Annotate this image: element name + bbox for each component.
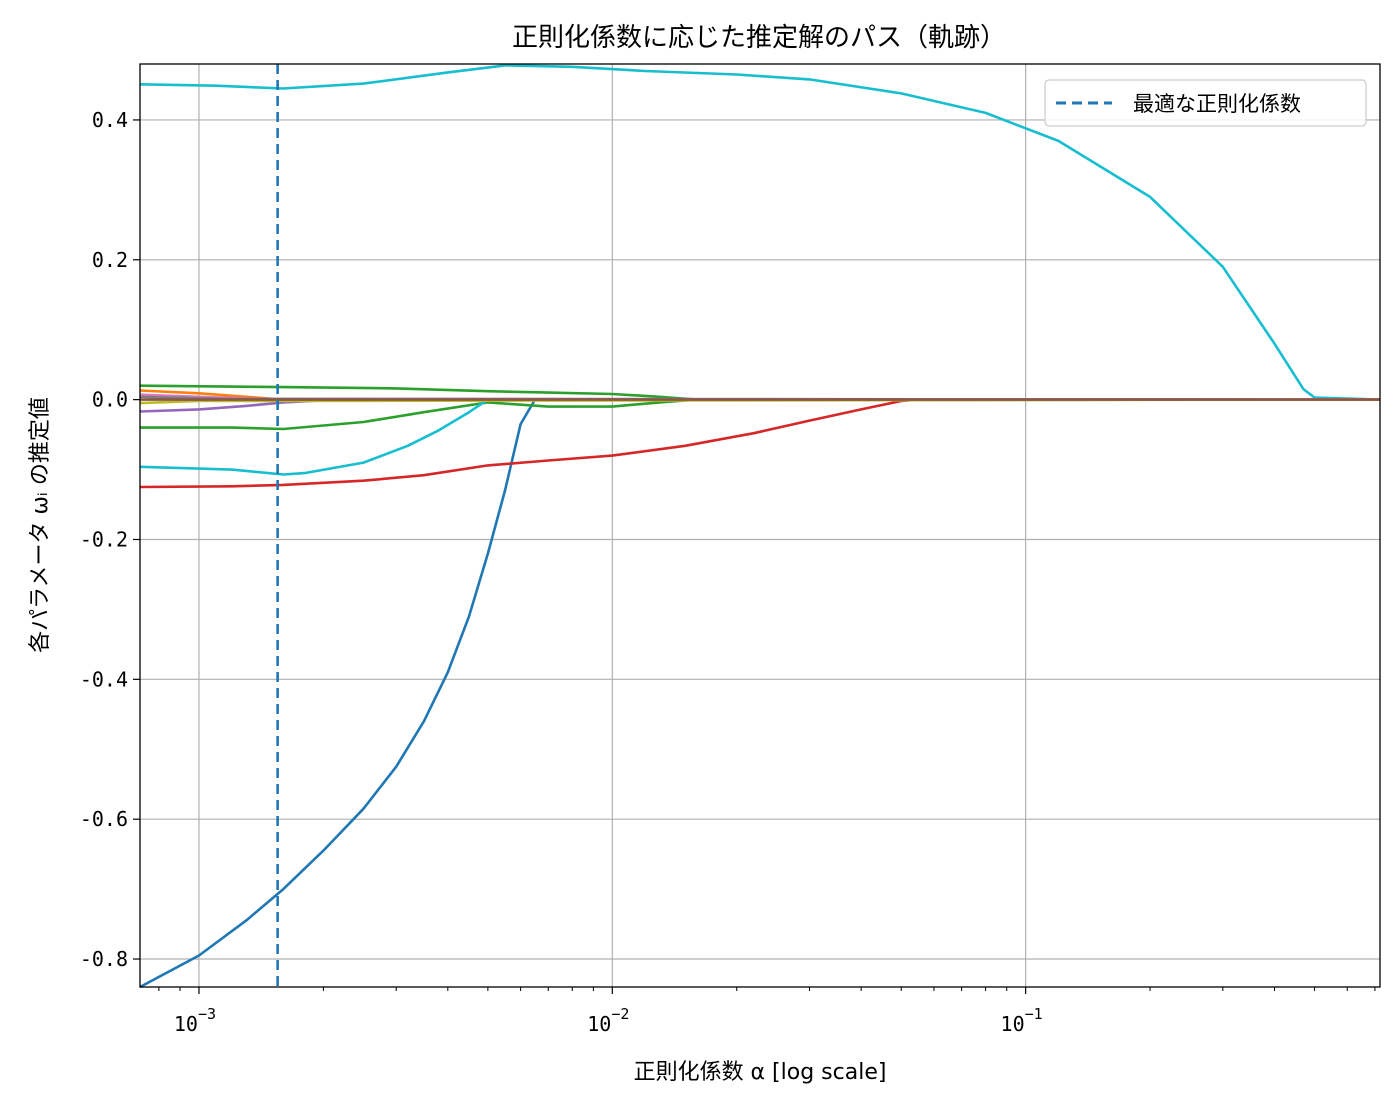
series-line-0	[139, 64, 1381, 401]
x-tick-exponent: −1	[1025, 1005, 1043, 1023]
x-tick-exponent: −2	[611, 1005, 629, 1023]
y-tick-label: -0.6	[80, 807, 128, 831]
legend-label-optimal-alpha: 最適な正則化係数	[1133, 92, 1301, 116]
y-tick-label: 0.4	[92, 108, 128, 132]
legend-box	[1044, 79, 1367, 127]
chart-title: 正則化係数に応じた推定解のパス（軌跡）	[512, 23, 1006, 53]
axis-ticks: 0.40.20.0-0.2-0.4-0.6-0.810−3 10−2 10−1	[80, 108, 1376, 1036]
y-tick-label: -0.4	[80, 667, 128, 691]
x-axis-label: 正則化係数 α [log scale]	[634, 1060, 887, 1085]
y-tick-label: 0.0	[92, 388, 128, 412]
y-tick-label: -0.8	[80, 947, 128, 971]
plot-area-frame	[139, 63, 1381, 988]
y-tick-label: -0.2	[80, 527, 128, 551]
series-line-5	[139, 398, 1380, 476]
y-tick-label: 0.2	[92, 248, 128, 272]
series-lines	[139, 64, 1381, 989]
series-line-1	[139, 398, 537, 989]
y-axis-label: 各パラメータ ωᵢ の推定値	[28, 397, 53, 653]
series-line-2	[139, 398, 1380, 489]
legend: 最適な正則化係数	[1044, 79, 1367, 127]
x-tick-exponent: −3	[198, 1005, 216, 1023]
